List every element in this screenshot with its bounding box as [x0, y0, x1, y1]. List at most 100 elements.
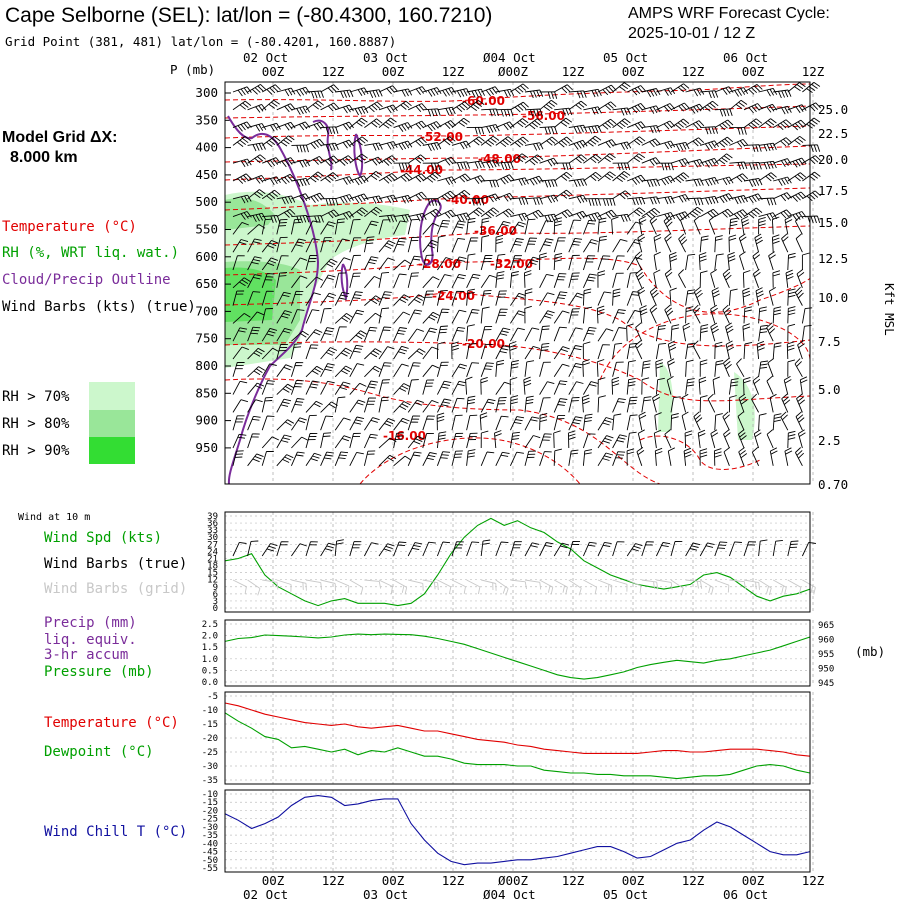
wind-barb	[612, 398, 626, 413]
wind-barb	[232, 399, 249, 413]
wind-barb	[305, 414, 317, 431]
wind-barb	[407, 542, 423, 557]
wind-barb	[247, 103, 267, 113]
wind-barb	[568, 210, 588, 220]
wind-barb	[714, 541, 728, 557]
wind-barb	[495, 161, 514, 170]
wind-barb	[758, 160, 777, 170]
wind-barb	[539, 451, 552, 466]
wind-barb	[261, 436, 279, 449]
wind-barb	[495, 108, 514, 117]
wind-barb	[393, 100, 412, 111]
wind-barb	[568, 362, 583, 378]
wind-barb	[393, 579, 408, 595]
wind-barb	[480, 430, 489, 449]
wind-barb	[553, 171, 573, 182]
wind-barb	[583, 579, 598, 595]
pressure-tick-label: 850	[195, 385, 218, 400]
wind-barb	[363, 397, 377, 413]
wind-barb	[451, 450, 463, 466]
wind-barb	[247, 238, 262, 253]
wind-barb	[795, 411, 805, 431]
wind-barb	[509, 360, 519, 377]
wind-barb	[305, 155, 325, 165]
wind-barb	[664, 269, 673, 288]
wind-barb	[582, 413, 593, 431]
legend-temperature: Temperature (°C)	[2, 219, 137, 235]
wind-barb	[596, 359, 605, 377]
wind-barb	[335, 104, 354, 114]
wind-barb	[247, 274, 262, 289]
wind-barb	[437, 579, 452, 595]
wind-barb	[393, 417, 410, 431]
top-time-tick-label: 00Z	[382, 64, 405, 79]
pressure-tick-label: 450	[195, 167, 218, 182]
wind-barb	[612, 272, 624, 288]
wind-barb	[364, 206, 383, 217]
wind-barb	[291, 144, 309, 153]
wind-barb	[685, 306, 694, 324]
wind-barb	[553, 237, 566, 253]
wind-barb	[725, 340, 735, 360]
wind-barb	[742, 287, 751, 306]
wind-barb	[495, 415, 509, 431]
top-date-label: 03 Oct	[363, 50, 408, 65]
bottom-date-label: 05 Oct	[603, 887, 648, 900]
wind-barb	[422, 452, 437, 467]
wind-barb	[510, 136, 529, 148]
wind-barb	[612, 327, 626, 342]
wind-barb	[712, 376, 720, 395]
isotherm-label: -48.00	[478, 152, 521, 166]
wind-barb	[772, 209, 792, 219]
wind-barb	[524, 416, 540, 431]
wind-barb	[583, 88, 602, 98]
wind-barb	[276, 541, 289, 557]
wind-barb	[554, 107, 573, 116]
height-tick-label: 15.0	[818, 215, 848, 230]
wind-barb	[291, 105, 310, 115]
wind-barb	[510, 197, 529, 206]
wind-barb	[393, 214, 412, 223]
wind-barb	[766, 322, 776, 342]
wind-barb	[553, 310, 570, 324]
wind-barb	[582, 306, 593, 324]
wind-barb	[728, 378, 739, 395]
cloud-precip-outlines	[227, 115, 442, 485]
wind-barb	[363, 256, 379, 271]
series-line-0	[224, 702, 811, 757]
wind-barb	[437, 106, 456, 116]
wind-barb	[758, 360, 769, 377]
wind-barb	[795, 215, 803, 235]
wind-barb	[685, 359, 694, 377]
wind-barb	[291, 177, 310, 187]
wind-barb	[524, 197, 543, 206]
wind-barb	[364, 171, 383, 182]
wind-barb	[247, 291, 261, 306]
wind-barb	[407, 255, 422, 271]
rh-key-90-label: RH > 90%	[2, 443, 70, 459]
series-line-1	[224, 712, 811, 780]
wind-barb	[670, 413, 679, 431]
wind-barb	[393, 455, 412, 467]
wind-barb	[539, 292, 555, 306]
wind-barb	[320, 102, 340, 112]
wind-barb	[743, 103, 763, 114]
wind-barb	[481, 86, 500, 97]
wind-barb	[480, 289, 492, 306]
wind-barb	[626, 153, 646, 164]
wind-barb	[597, 255, 611, 271]
wind-barb	[305, 541, 318, 557]
wind-barb	[656, 103, 676, 112]
wind-barb	[781, 233, 789, 253]
wind-barb	[568, 139, 588, 150]
wind-barb	[305, 344, 319, 360]
wind-barb	[495, 541, 509, 557]
wind-barb	[480, 344, 493, 360]
wind-barb	[664, 429, 672, 449]
wind-barb	[276, 173, 296, 185]
wind-barb	[320, 142, 339, 152]
wind-barb	[612, 82, 631, 93]
wind-barb	[408, 86, 427, 95]
